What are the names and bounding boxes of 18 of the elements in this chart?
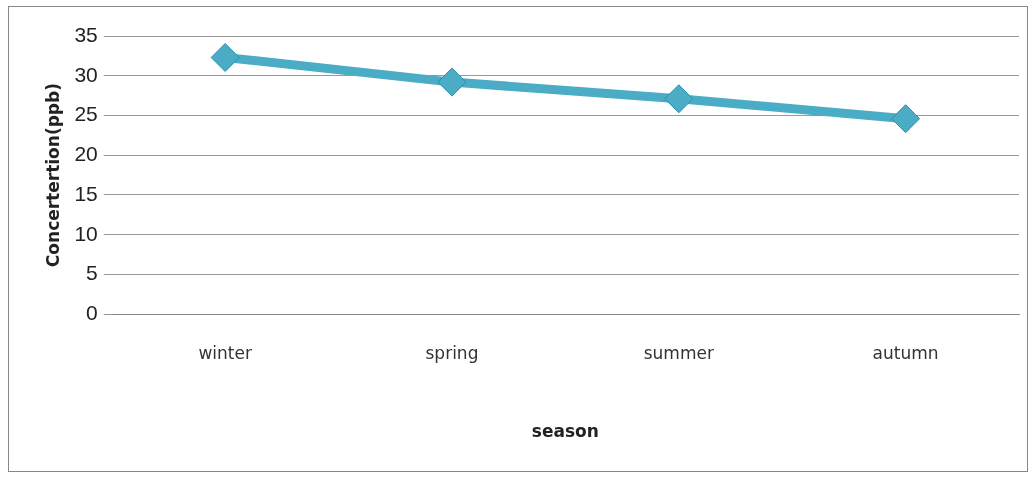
y-axis-title: Concertertion(ppb) [42, 83, 63, 268]
x-tick-label: winter [198, 342, 252, 363]
point [891, 104, 921, 134]
point [210, 42, 240, 72]
x-tick-label: spring [425, 342, 479, 363]
x-tick-label: autumn [872, 342, 939, 363]
y-tick-label: 20 [74, 142, 98, 166]
y-tick-label: 0 [86, 301, 98, 324]
y-tick-label: 25 [74, 102, 98, 126]
x-axis-title: season [531, 421, 599, 442]
y-tick-label: 30 [74, 62, 98, 86]
point [664, 84, 694, 114]
y-tick-label: 15 [74, 181, 98, 205]
point [437, 67, 467, 97]
y-tick-label: 35 [74, 22, 98, 46]
y-tick-label: 10 [74, 221, 98, 245]
y-tick-label: 5 [86, 261, 98, 285]
x-tick-label: summer [643, 342, 714, 363]
